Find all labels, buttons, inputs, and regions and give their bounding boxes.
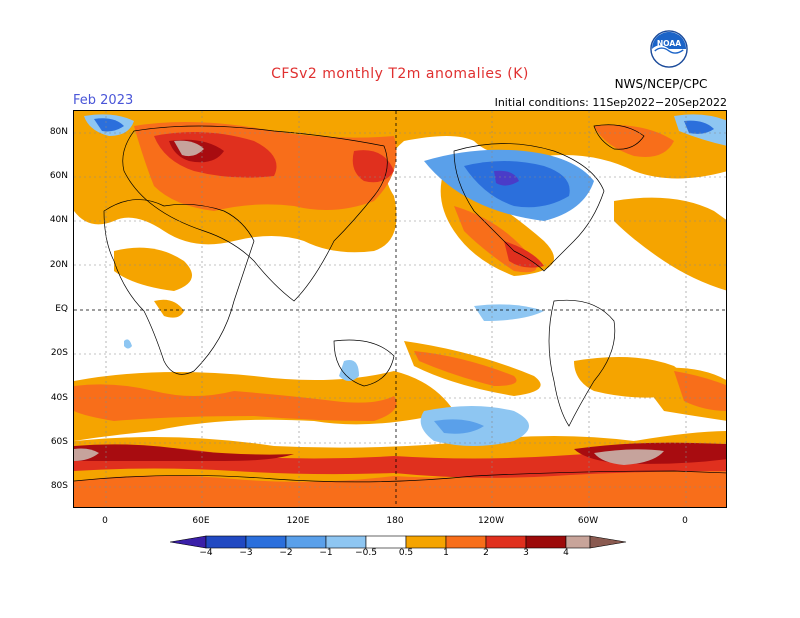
lon-label-0-east: 0 [682, 516, 688, 526]
cool-strong-regions [94, 118, 714, 208]
anomaly-field [74, 111, 726, 507]
lat-label-80s: 80S [50, 481, 68, 491]
chart-title: CFSv2 monthly T2m anomalies (K) [271, 66, 529, 82]
lon-label-120w: 120W [477, 516, 505, 526]
logo-text: NOAA [657, 39, 681, 48]
colorbar-arrow-low [170, 535, 207, 549]
reference-lines [74, 111, 726, 507]
lat-label-20n: 20N [49, 260, 68, 270]
lat-label-40n: 40N [49, 215, 68, 225]
valid-month: Feb 2023 [73, 93, 134, 108]
colorbar-label: 2 [483, 548, 489, 558]
coastlines [74, 124, 726, 483]
lat-label-40s: 40S [50, 393, 68, 403]
warm-extreme-regions [74, 140, 664, 465]
initial-conditions: Initial conditions: 11Sep2022−20Sep2022 [494, 96, 727, 109]
lon-label-120e: 120E [286, 516, 310, 526]
colorbar-label: −0.5 [355, 548, 377, 558]
lat-label-20s: 20S [50, 348, 68, 358]
lon-label-60e: 60E [192, 516, 210, 526]
colorbar-label: 3 [523, 548, 529, 558]
colorbar-label: −3 [239, 548, 253, 558]
noaa-logo: NOAA [650, 30, 688, 68]
lon-label-0: 0 [102, 516, 108, 526]
lon-label-180: 180 [386, 516, 404, 526]
colorbar [170, 535, 627, 549]
colorbar-label: 1 [443, 548, 449, 558]
colorbar-label: 0.5 [398, 548, 414, 558]
lat-label-60n: 60N [49, 171, 68, 181]
cool-extreme-regions [494, 170, 519, 186]
colorbar-label: 4 [563, 548, 569, 558]
anomaly-map [73, 110, 727, 508]
lat-label-80n: 80N [49, 127, 68, 137]
lon-label-60w: 60W [577, 516, 599, 526]
colorbar-label: −2 [279, 548, 293, 558]
agency-label: NWS/NCEP/CPC [614, 77, 708, 91]
lat-label-eq: EQ [55, 304, 68, 314]
gridlines [74, 111, 726, 507]
colorbar-label: −4 [199, 548, 213, 558]
lat-label-60s: 60S [50, 437, 68, 447]
colorbar-label: −1 [319, 548, 333, 558]
colorbar-arrow-high [589, 535, 627, 549]
